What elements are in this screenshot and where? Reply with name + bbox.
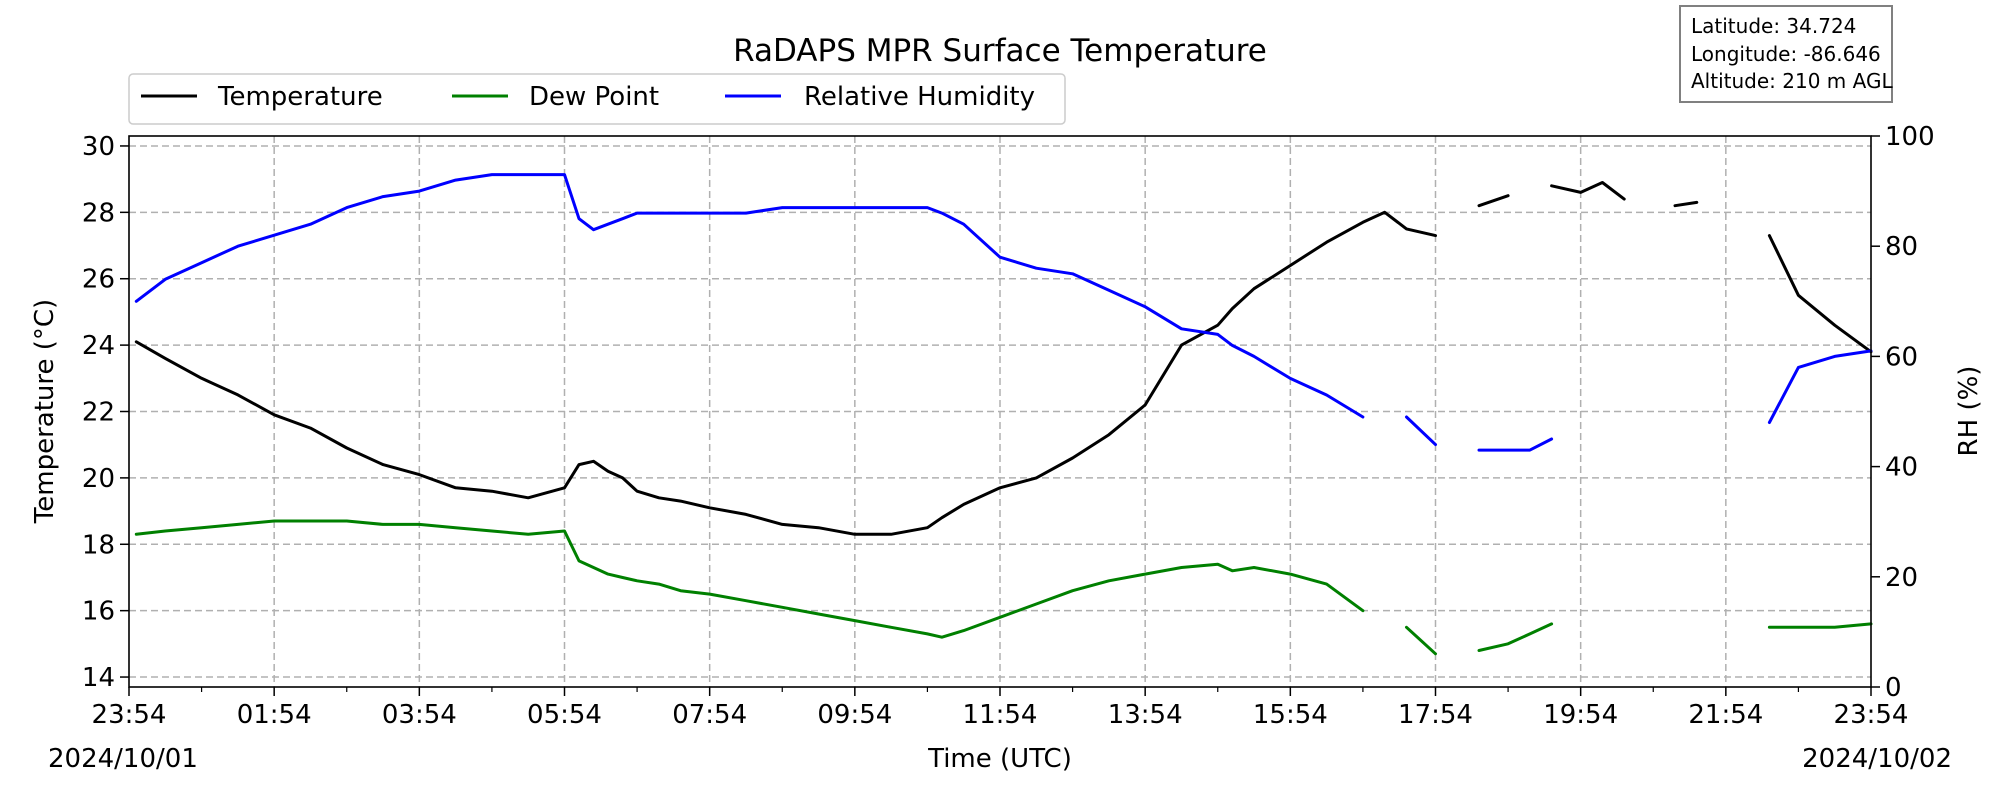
y-tick-label: 24 — [82, 331, 115, 361]
y-tick-label: 16 — [82, 597, 115, 627]
info-altitude: Altitude: 210 m AGL — [1691, 69, 1893, 93]
x-tick-label: 09:54 — [817, 700, 892, 730]
series-line-temperature — [134, 181, 1873, 536]
x-tick-label: 03:54 — [382, 700, 457, 730]
y2-axis-label: RH (%) — [1954, 366, 1984, 457]
chart-title: RaDAPS MPR Surface Temperature — [733, 33, 1267, 69]
x-tick-label: 21:54 — [1688, 700, 1763, 730]
y-tick-label: 18 — [82, 530, 115, 560]
x-axis-label: Time (UTC) — [927, 744, 1072, 774]
legend-label-dew-point: Dew Point — [529, 82, 659, 112]
y-axis-label: Temperature (°C) — [30, 299, 60, 524]
legend-box — [128, 73, 1066, 125]
x-tick-label: 11:54 — [963, 700, 1038, 730]
x-tick-label: 13:54 — [1108, 700, 1183, 730]
y-tick-label: 14 — [82, 663, 115, 693]
grid — [129, 136, 1871, 687]
legend-label-temperature: Temperature — [217, 82, 383, 112]
y2-tick-label: 0 — [1885, 673, 1902, 703]
x-tick-label: 17:54 — [1398, 700, 1473, 730]
x-tick-label: 01:54 — [237, 700, 312, 730]
legend-label-relative-humidity: Relative Humidity — [804, 82, 1035, 112]
x-tick-label: 23:54 — [1834, 700, 1909, 730]
ticks: 23:54 01:54 03:54 05:54 07:54 09:54 11:54 13:54… — [82, 122, 1935, 730]
start-date-label: 2024/10/01 — [48, 744, 198, 774]
y2-tick-label: 40 — [1885, 453, 1918, 483]
y-tick-label: 26 — [82, 265, 115, 295]
y2-tick-label: 60 — [1885, 342, 1918, 372]
x-tick-label: 19:54 — [1543, 700, 1618, 730]
series-layer — [134, 173, 1873, 656]
y-tick-label: 30 — [82, 132, 115, 162]
y-tick-label: 28 — [82, 198, 115, 228]
y2-tick-label: 100 — [1885, 122, 1935, 152]
y-tick-label: 20 — [82, 464, 115, 494]
end-date-label: 2024/10/02 — [1802, 744, 1952, 774]
x-tick-label: 07:54 — [672, 700, 747, 730]
x-tick-label: 23:54 — [92, 700, 167, 730]
legend: Temperature Dew Point Relative Humidity — [128, 73, 1066, 125]
info-longitude: Longitude: -86.646 — [1691, 42, 1881, 66]
x-tick-label: 05:54 — [527, 700, 602, 730]
y2-tick-label: 80 — [1885, 232, 1918, 262]
info-latitude: Latitude: 34.724 — [1691, 14, 1856, 38]
info-box: Latitude: 34.724 Longitude: -86.646 Alti… — [1679, 5, 1893, 103]
x-tick-label: 15:54 — [1253, 700, 1328, 730]
y2-tick-label: 20 — [1885, 563, 1918, 593]
series-line-dew-point — [134, 519, 1873, 656]
y-tick-label: 22 — [82, 398, 115, 428]
info-box-frame — [1679, 5, 1893, 103]
series-line-relative-humidity — [134, 173, 1873, 452]
